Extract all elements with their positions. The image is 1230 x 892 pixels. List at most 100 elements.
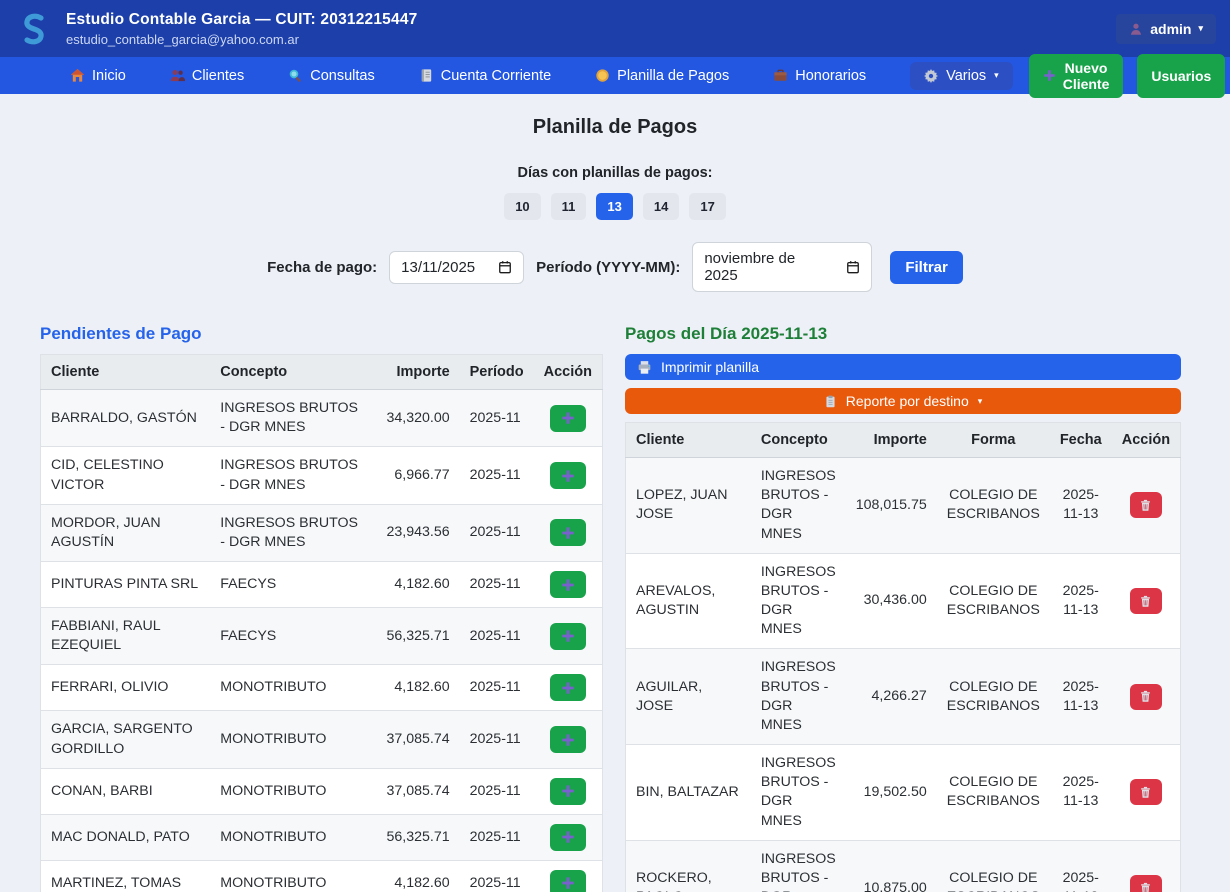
top-header: Estudio Contable Garcia — CUIT: 20312215…: [0, 0, 1230, 57]
table-row: MORDOR, JUAN AGUSTÍN INGRESOS BRUTOS - D…: [40, 503, 603, 562]
add-payment-button[interactable]: [549, 869, 586, 892]
varios-dropdown-button[interactable]: Varios ▾: [910, 61, 1013, 90]
printer-icon: [637, 360, 652, 375]
payments-title: Pagos del Día 2025-11-13: [625, 324, 828, 343]
main-nav: Inicio Clientes Consultas Cuenta Corrien…: [0, 53, 1230, 98]
app-email: estudio_contable_garcia@yahoo.com.ar: [66, 31, 299, 47]
app-title: Estudio Contable Garcia — CUIT: 20312215…: [66, 10, 418, 28]
calendar-icon[interactable]: [846, 260, 860, 274]
table-row: GARCIA, SARGENTO GORDILLO MONOTRIBUTO 37…: [40, 710, 603, 769]
col-concepto: Concepto: [210, 354, 376, 390]
cell-concepto: INGRESOS BRUTOS - DGR MNES: [750, 744, 846, 841]
nav-item-consultas[interactable]: Consultas: [288, 68, 375, 84]
users-icon: [170, 68, 185, 83]
cell-concepto: MONOTRIBUTO: [210, 767, 376, 815]
cell-fecha: 2025-11-13: [1049, 552, 1112, 649]
cell-importe: 37,085.74: [375, 710, 460, 769]
cell-forma: COLEGIO DE ESCRIBANOS: [936, 552, 1050, 649]
cell-cliente: LOPEZ, JUAN JOSE: [625, 457, 751, 554]
add-payment-button[interactable]: [549, 674, 586, 702]
table-row: CONAN, BARBI MONOTRIBUTO 37,085.74 2025-…: [40, 767, 603, 815]
add-payment-button[interactable]: [549, 519, 586, 547]
nav-item-cuenta-corriente[interactable]: Cuenta Corriente: [419, 68, 551, 84]
cell-forma: COLEGIO DE ESCRIBANOS: [936, 648, 1050, 745]
add-payment-button[interactable]: [549, 777, 586, 805]
filtrar-button[interactable]: Filtrar: [890, 250, 963, 284]
user-menu-button[interactable]: admin ▾: [1116, 13, 1216, 44]
day-button[interactable]: 17: [689, 193, 726, 220]
cell-importe: 4,182.60: [375, 561, 460, 608]
pending-panel: Pendientes de Pago Cliente Concepto Impo…: [40, 310, 603, 892]
cell-forma: COLEGIO DE ESCRIBANOS: [936, 457, 1050, 554]
table-row: AREVALOS, AGUSTIN INGRESOS BRUTOS - DGR …: [625, 552, 1181, 649]
pending-title: Pendientes de Pago: [40, 324, 202, 343]
cell-fecha: 2025-11-13: [1049, 744, 1112, 841]
cell-cliente: CID, CELESTINO VICTOR: [40, 446, 211, 505]
plus-icon: [561, 876, 575, 890]
chevron-down-icon: ▾: [977, 395, 983, 406]
table-row: MARTINEZ, TOMAS MONOTRIBUTO 4,182.60 202…: [40, 859, 603, 892]
cell-importe: 19,502.50: [845, 744, 937, 841]
periodo-input[interactable]: noviembre de 2025: [692, 242, 873, 292]
cell-concepto: INGRESOS BRUTOS - DGR MNES: [750, 648, 846, 745]
day-button[interactable]: 14: [642, 193, 680, 220]
reporte-por-destino-button[interactable]: Reporte por destino ▾: [625, 388, 1182, 414]
delete-payment-button[interactable]: [1129, 683, 1162, 710]
trash-icon: [1139, 882, 1152, 892]
cell-fecha: 2025-11-13: [1049, 839, 1112, 892]
brand: Estudio Contable Garcia — CUIT: 20312215…: [14, 9, 417, 49]
cell-periodo: 2025-11: [459, 710, 534, 769]
clipboard-icon: [824, 395, 837, 408]
cell-concepto: FAECYS: [210, 607, 376, 665]
cell-concepto: INGRESOS BRUTOS - DGR MNES: [750, 552, 846, 649]
nuevo-cliente-button[interactable]: Nuevo Cliente: [1028, 53, 1124, 98]
day-button[interactable]: 13: [596, 193, 633, 220]
delete-payment-button[interactable]: [1129, 779, 1162, 806]
day-button[interactable]: 11: [550, 193, 587, 220]
table-row: ROCKERO, PAOLO INGRESOS BRUTOS - DGR MNE…: [625, 839, 1181, 892]
cell-cliente: MARTINEZ, TOMAS: [40, 859, 211, 892]
nav-item-planilla-de-pagos[interactable]: Planilla de Pagos: [595, 68, 729, 84]
nav-item-inicio[interactable]: Inicio: [70, 68, 126, 84]
col-accion: Acción: [1111, 422, 1181, 458]
delete-payment-button[interactable]: [1129, 875, 1162, 892]
plus-icon: [561, 733, 575, 747]
plus-icon: [561, 830, 575, 844]
cell-concepto: INGRESOS BRUTOS - DGR MNES: [210, 388, 376, 447]
cell-concepto: INGRESOS BRUTOS - DGR MNES: [210, 503, 376, 562]
col-accion: Acción: [533, 354, 603, 390]
nav-item-clientes[interactable]: Clientes: [170, 68, 244, 84]
cell-cliente: BARRALDO, GASTÓN: [40, 388, 211, 447]
table-row: AGUILAR, JOSE INGRESOS BRUTOS - DGR MNES…: [625, 648, 1181, 745]
nav-item-honorarios[interactable]: Honorarios: [773, 68, 866, 84]
table-row: FERRARI, OLIVIO MONOTRIBUTO 4,182.60 202…: [40, 664, 603, 711]
cell-cliente: CONAN, BARBI: [40, 767, 211, 815]
cell-importe: 37,085.74: [375, 767, 460, 815]
cell-concepto: MONOTRIBUTO: [210, 859, 376, 892]
day-button[interactable]: 10: [504, 193, 541, 220]
cell-periodo: 2025-11: [459, 767, 534, 815]
cell-cliente: MAC DONALD, PATO: [40, 813, 211, 861]
add-payment-button[interactable]: [549, 571, 586, 599]
col-importe: Importe: [375, 354, 460, 390]
user-menu-label: admin: [1150, 20, 1192, 37]
user-bust-icon: [1129, 22, 1143, 36]
cell-importe: 4,266.27: [845, 648, 937, 745]
coin-icon: [595, 68, 610, 83]
imprimir-planilla-button[interactable]: Imprimir planilla: [625, 354, 1182, 380]
add-payment-button[interactable]: [549, 622, 586, 650]
delete-payment-button[interactable]: [1129, 588, 1162, 615]
add-payment-button[interactable]: [549, 404, 586, 432]
delete-payment-button[interactable]: [1129, 492, 1162, 519]
add-payment-button[interactable]: [549, 823, 586, 851]
cell-cliente: FERRARI, OLIVIO: [40, 664, 211, 711]
cell-periodo: 2025-11: [459, 607, 534, 665]
usuarios-button[interactable]: Usuarios: [1137, 53, 1226, 98]
plus-icon: [561, 411, 575, 425]
add-payment-button[interactable]: [549, 462, 586, 490]
calendar-icon[interactable]: [498, 260, 512, 274]
plus-icon: [561, 784, 575, 798]
chevron-down-icon: ▾: [1198, 23, 1203, 33]
fecha-pago-input[interactable]: 13/11/2025: [389, 250, 525, 284]
add-payment-button[interactable]: [549, 726, 586, 754]
